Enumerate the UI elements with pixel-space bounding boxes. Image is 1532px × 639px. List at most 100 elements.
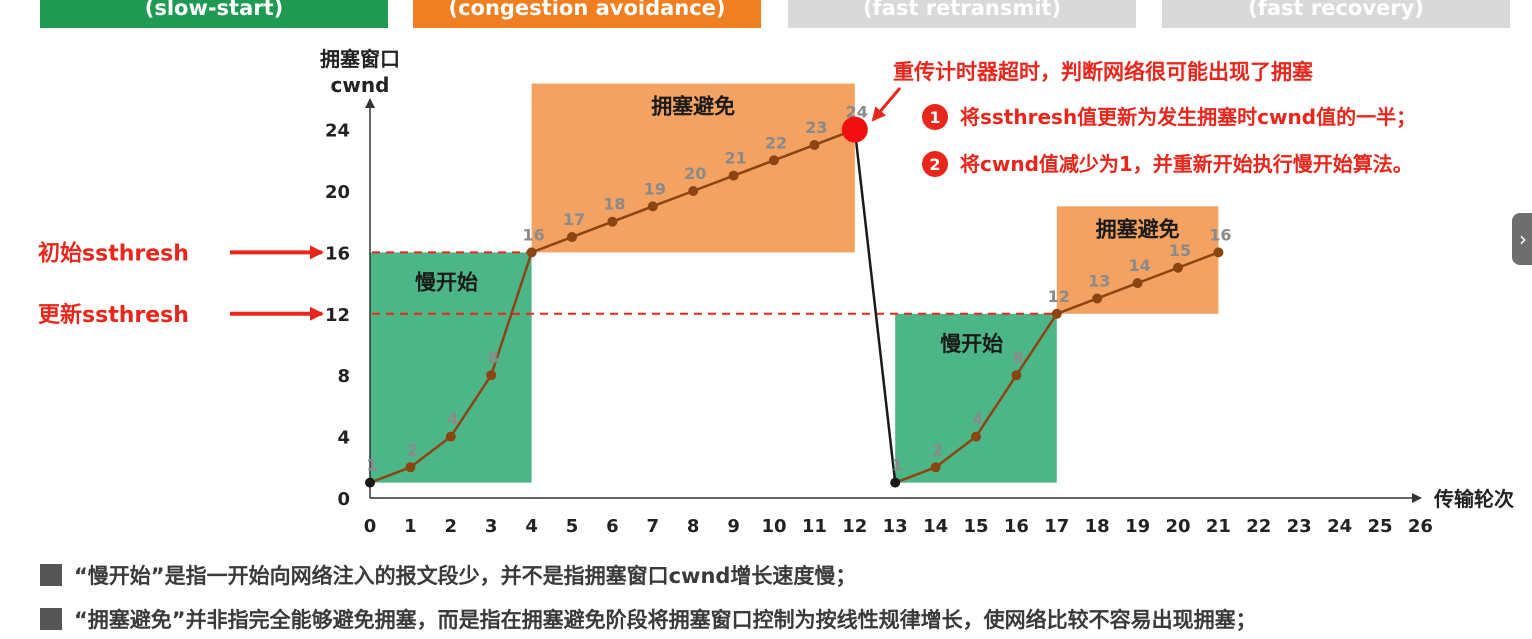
x-tick-label: 2 <box>445 516 458 537</box>
cwnd-point <box>971 431 981 442</box>
next-slide-button[interactable]: › <box>1512 213 1532 265</box>
phase-region <box>531 83 855 253</box>
cwnd-value-label: 19 <box>644 179 666 198</box>
cwnd-segment <box>531 235 573 254</box>
step-number-badge <box>922 151 948 177</box>
cwnd-drop-segment <box>853 129 897 483</box>
cwnd-value-label: 1 <box>366 456 377 475</box>
cwnd-value-label: 24 <box>846 103 868 122</box>
cwnd-segment <box>409 435 452 469</box>
cwnd-point <box>1011 370 1022 381</box>
x-tick-label: 8 <box>687 516 700 537</box>
cwnd-value-label: 16 <box>522 225 544 244</box>
cwnd-value-label: 13 <box>1088 271 1110 290</box>
phase-region <box>1056 206 1219 314</box>
tab-fast-retransmit: (fast retransmit) <box>788 0 1136 28</box>
phase-label: 慢开始 <box>415 270 478 294</box>
y-tick-label: 0 <box>337 489 350 510</box>
cwnd-segment <box>733 159 775 177</box>
step-number-badge <box>922 104 948 130</box>
y-tick-label: 4 <box>337 428 350 449</box>
x-tick-label: 25 <box>1367 516 1392 537</box>
x-tick-label: 24 <box>1327 516 1352 537</box>
x-tick-label: 15 <box>963 516 988 537</box>
x-tick-label: 26 <box>1408 516 1433 537</box>
y-tick-label: 16 <box>325 243 350 264</box>
cwnd-segment <box>1137 266 1179 285</box>
cwnd-segment <box>652 189 694 208</box>
cwnd-point <box>365 477 375 488</box>
cwnd-point <box>1173 262 1183 273</box>
x-tick-label: 22 <box>1246 516 1271 537</box>
cwnd-value-label: 8 <box>1013 348 1024 367</box>
cwnd-value-label: 17 <box>563 210 585 229</box>
phase-label: 慢开始 <box>940 332 1003 356</box>
bullet-square-icon <box>40 564 62 586</box>
cwnd-value-label: 22 <box>765 133 787 152</box>
cwnd-value-label: 4 <box>972 410 983 429</box>
step-text: 将ssthresh值更新为发生拥塞时cwnd值的一半； <box>960 105 1416 129</box>
x-tick-label: 21 <box>1206 516 1231 537</box>
cwnd-point <box>728 170 739 181</box>
x-tick-label: 5 <box>566 516 579 537</box>
step-number: 1 <box>929 108 940 127</box>
cwnd-value-label: 2 <box>932 440 943 459</box>
cwnd-segment <box>611 205 654 223</box>
x-tick-label: 18 <box>1085 516 1110 537</box>
phase-label: 拥塞避免 <box>651 95 735 119</box>
cwnd-value-label: 18 <box>603 195 625 214</box>
cwnd-point <box>526 247 537 258</box>
tab-slow-start: (slow-start) <box>40 0 388 28</box>
bullet-congestion-avoidance-note: “拥塞避免”并非指完全能够避免拥塞，而是指在拥塞避免阶段将拥塞窗口控制为按线性规… <box>40 604 1257 634</box>
x-tick-label: 14 <box>923 516 948 537</box>
cwnd-value-label: 21 <box>724 149 746 168</box>
cwnd-segment <box>692 174 735 193</box>
cwnd-segment <box>369 466 411 484</box>
y-axis-title: 拥塞窗口 <box>320 47 400 71</box>
cwnd-segment <box>1096 281 1139 300</box>
x-tick-label: 3 <box>485 516 498 537</box>
cwnd-value-label: 2 <box>407 440 418 459</box>
x-tick-label: 0 <box>364 516 377 537</box>
cwnd-segment <box>1177 251 1219 269</box>
cwnd-value-label: 15 <box>1169 241 1191 260</box>
phase-region <box>370 252 532 483</box>
cwnd-value-label: 1 <box>892 456 903 475</box>
y-tick-label: 12 <box>325 305 350 326</box>
cwnd-point <box>688 186 699 196</box>
x-tick-label: 7 <box>647 516 660 537</box>
cwnd-point <box>486 370 497 381</box>
cwnd-value-label: 14 <box>1128 256 1150 275</box>
cwnd-point <box>1092 293 1103 304</box>
cwnd-point <box>647 201 658 212</box>
x-tick-label: 6 <box>606 516 619 537</box>
phase-label: 拥塞避免 <box>1096 217 1180 241</box>
cwnd-point <box>1051 308 1062 319</box>
x-tick-label: 16 <box>1004 516 1029 537</box>
cwnd-point <box>567 232 577 243</box>
step-text: 将cwnd值减少为1，并重新开始执行慢开始算法。 <box>960 152 1413 176</box>
x-tick-label: 12 <box>842 516 867 537</box>
cwnd-segment <box>934 435 977 469</box>
y-tick-label: 20 <box>325 182 350 203</box>
x-tick-label: 10 <box>761 516 786 537</box>
cwnd-segment <box>773 143 815 162</box>
cwnd-point <box>607 216 618 227</box>
threshold-label: 初始ssthresh <box>38 240 189 266</box>
cwnd-point <box>809 139 820 150</box>
cwnd-segment <box>894 466 937 484</box>
x-tick-label: 9 <box>727 516 740 537</box>
cwnd-point <box>1213 247 1224 258</box>
cwnd-point <box>930 462 941 473</box>
cwnd-value-label: 12 <box>1048 287 1070 306</box>
cwnd-point <box>445 431 456 442</box>
threshold-label: 更新ssthresh <box>38 302 189 328</box>
cwnd-segment <box>974 374 1018 438</box>
cwnd-value-label: 4 <box>447 410 458 429</box>
tab-congestion-avoidance: (congestion avoidance) <box>413 0 761 28</box>
timeout-arrow <box>871 87 902 122</box>
x-tick-label: 13 <box>883 516 908 537</box>
cwnd-point <box>769 155 779 166</box>
